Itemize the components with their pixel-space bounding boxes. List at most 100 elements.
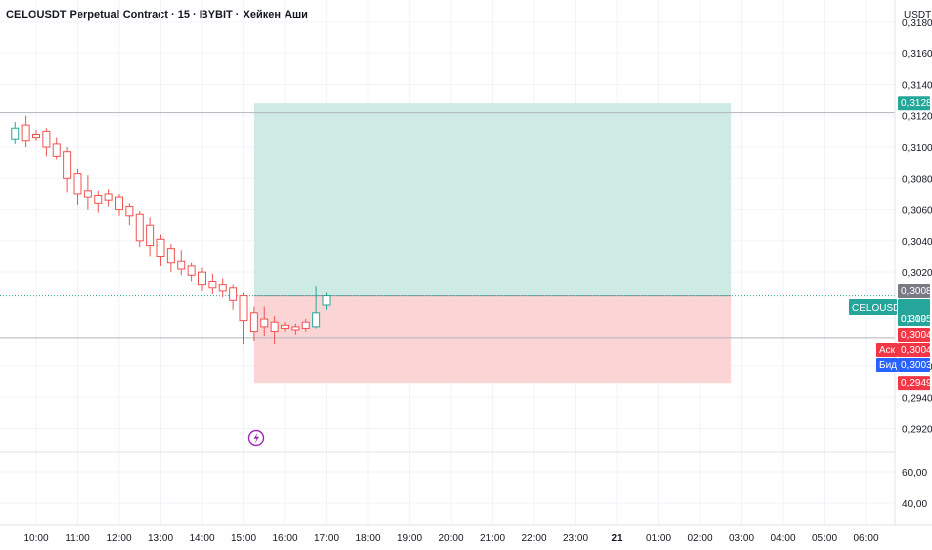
candle — [104, 189, 113, 207]
high-price-tag-text: 0,3008 — [901, 286, 932, 297]
candle — [187, 262, 196, 282]
target-price-tag-bg — [898, 96, 930, 111]
candle — [312, 286, 321, 329]
candle-body — [21, 124, 30, 142]
candle-body — [198, 271, 206, 286]
candle-body — [63, 151, 72, 179]
price-tick-label: 0,3100 — [902, 143, 932, 154]
candle — [166, 243, 175, 273]
candle — [301, 319, 310, 332]
time-tick-label: 10:00 — [23, 533, 48, 544]
candle-body — [115, 196, 123, 211]
price-tick-label: 0,2920 — [902, 425, 932, 436]
last-price-tag-text: 0,3005 — [901, 314, 932, 325]
time-tick-label: 02:00 — [687, 533, 712, 544]
candle-body — [32, 134, 40, 139]
candle-body — [83, 190, 92, 198]
candle — [322, 292, 331, 310]
candle-body — [260, 318, 269, 328]
candle-body — [104, 193, 113, 201]
candle — [270, 315, 279, 345]
last-price-tag: 0,3005 — [898, 299, 932, 326]
ask-plain-tag-text: 0,3004 — [901, 330, 932, 341]
symbol-tag: CELOUSDT.P — [849, 299, 915, 315]
ask-price-tag-bg — [898, 343, 930, 357]
ask-plain-tag-bg — [898, 328, 930, 342]
candle-body — [125, 205, 134, 217]
candle-body — [42, 130, 51, 148]
candle-body — [239, 295, 248, 322]
candle — [52, 137, 61, 160]
candle-body — [94, 195, 103, 204]
symbol-tag-text: CELOUSDT.P — [852, 303, 915, 314]
candle-body — [187, 265, 196, 276]
candle — [156, 234, 165, 266]
price-tick-label: 0,3060 — [902, 206, 932, 217]
bid-price-tag-text: 0,3003 — [901, 360, 932, 371]
currency-label: USDT — [904, 10, 931, 21]
ask-label-tag-bg — [876, 343, 898, 357]
candle-body — [146, 224, 155, 247]
time-tick-label: 13:00 — [148, 533, 173, 544]
time-tick-label: 14:00 — [189, 533, 214, 544]
ask-price-tag-text: 0,3004 — [901, 345, 932, 356]
candle — [83, 175, 92, 210]
candle — [125, 203, 134, 226]
lightning-icon[interactable] — [247, 429, 265, 447]
ask-label-tag-text: Аск — [879, 345, 896, 356]
price-tick-label: 0,3040 — [902, 237, 932, 248]
indicator-tick-label: 40,00 — [902, 499, 927, 510]
price-tick-label: 0,3120 — [902, 112, 932, 123]
candle-body — [156, 238, 165, 257]
target-price-tag-text: 0,3128 — [901, 98, 932, 109]
candle — [73, 168, 82, 205]
time-tick-label: 04:00 — [770, 533, 795, 544]
candle-body — [312, 312, 321, 328]
candle — [21, 115, 30, 148]
position-zones — [253, 103, 732, 384]
price-tick-label: 0,2940 — [902, 393, 932, 404]
candle — [208, 273, 217, 295]
candle — [63, 147, 72, 193]
bid-price-tag-bg — [898, 358, 930, 372]
stop-price-tag-bg — [898, 376, 930, 391]
ask-price-tag: 0,3004 — [898, 343, 932, 357]
candle-body — [166, 248, 175, 264]
time-tick-label: 22:00 — [521, 533, 546, 544]
candle — [198, 267, 206, 291]
candle-body — [135, 213, 144, 242]
profit-zone — [253, 103, 732, 296]
loss-zone — [253, 295, 732, 384]
indicator-axis: 60,00 40,00 — [902, 468, 927, 510]
time-tick-label: 16:00 — [272, 533, 297, 544]
ask-plain-tag: 0,3004 — [898, 328, 932, 342]
time-tick-label: 12:00 — [106, 533, 131, 544]
time-tick-label: 20:00 — [438, 533, 463, 544]
horizontal-lines — [0, 112, 895, 339]
candle — [94, 190, 103, 213]
symbol-tag-bg — [849, 299, 897, 315]
candle-body — [208, 281, 217, 289]
candle — [239, 292, 248, 345]
candle — [260, 306, 269, 337]
candle-body — [281, 324, 289, 329]
time-tick-label: 21:00 — [480, 533, 505, 544]
price-tick-label: 0,3140 — [902, 80, 932, 91]
candle — [42, 128, 51, 157]
price-tick-label: 0,3080 — [902, 174, 932, 185]
candle-body — [229, 287, 238, 301]
candle — [229, 284, 238, 310]
candle-body — [301, 321, 310, 329]
candle-body — [73, 173, 82, 195]
time-axis: 10:00 11:00 12:00 13:00 14:00 15:00 16:00 17:00… — [23, 533, 878, 544]
stop-price-tag: 0,2949 — [898, 376, 932, 391]
candle — [218, 278, 227, 298]
axis-frame — [0, 0, 932, 526]
candle — [146, 217, 155, 257]
price-axis: 0,3180 0,3160 0,3140 0,3120 0,3100 0,3080 0,30… — [902, 18, 932, 436]
candle — [135, 211, 144, 248]
ask-label-tag: Аск — [876, 343, 898, 357]
time-tick-label: 23:00 — [563, 533, 588, 544]
